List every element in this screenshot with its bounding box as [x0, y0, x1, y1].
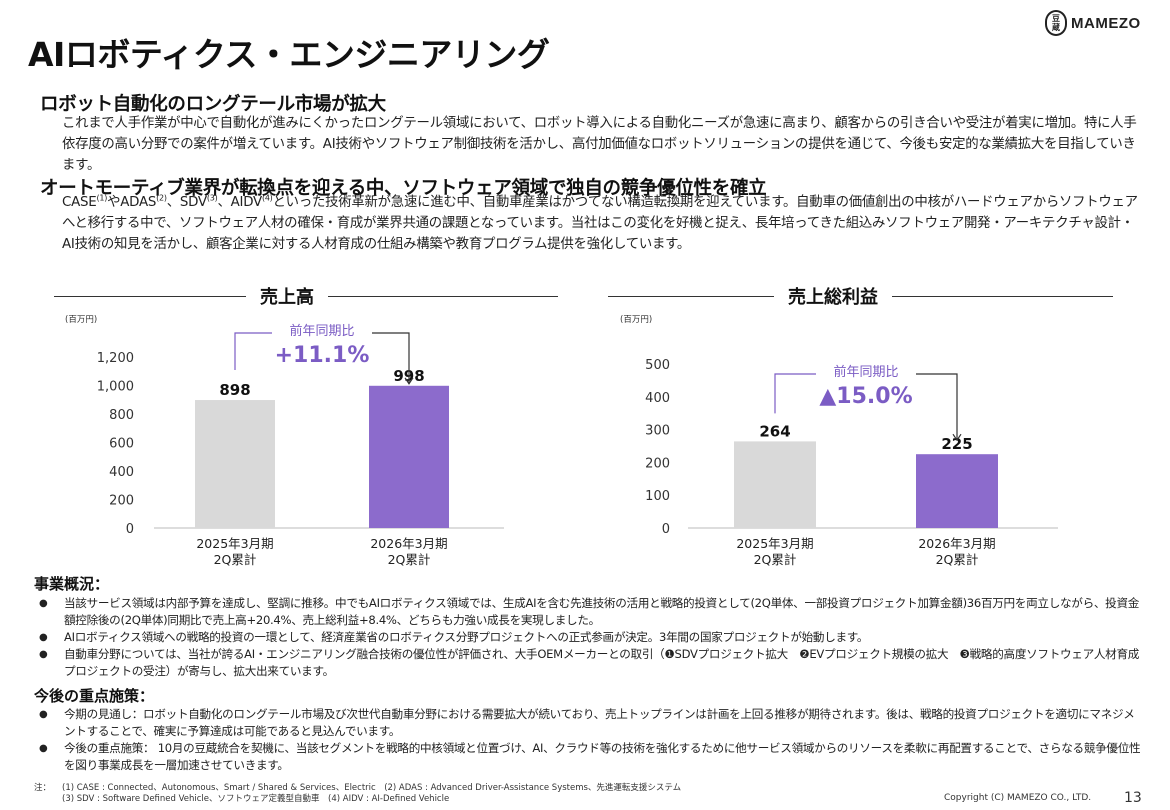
gross-profit-unit-label: (百万円)	[620, 315, 653, 325]
gross-profit-chart-header: 売上総利益	[608, 283, 1113, 309]
overview-item: 当該サービス領域は内部予算を達成し、堅調に推移。中でもAIロボティクス領域では、…	[36, 595, 1144, 629]
y-tick-label: 200	[109, 494, 134, 509]
y-tick-label: 300	[645, 424, 670, 439]
y-tick-label: 1,000	[97, 380, 134, 395]
growth-bracket-right	[916, 373, 958, 441]
growth-value: ▲15.0%	[819, 384, 912, 409]
section2-body-part1: CASE	[62, 195, 97, 210]
section2-body-part5: といった技術革新が急速に進む中、自動車産業はかつてない構造転換期を迎えています。…	[62, 195, 1138, 252]
section2-body-part3: 、SDV	[166, 195, 207, 210]
section2-body-part2: やADAS	[107, 195, 157, 210]
bar	[916, 454, 998, 528]
bar-value-label: 898	[219, 381, 250, 399]
x-tick-label: 2Q累計	[388, 552, 431, 567]
focus-list: 今期の見通し：ロボット自動化のロングテール市場及び次世代自動車分野における需要拡…	[36, 706, 1144, 774]
y-tick-label: 0	[662, 522, 670, 537]
page-title: AIロボティクス・エンジニアリング	[28, 35, 550, 74]
logo-seal: 豆 蔵	[1045, 10, 1067, 36]
y-tick-label: 1,200	[97, 351, 134, 366]
sales-unit-label: (百万円)	[65, 315, 98, 325]
footnote-ref-4: (4)	[261, 193, 273, 203]
y-tick-label: 600	[109, 437, 134, 452]
company-logo: 豆 蔵 MAMEZO	[1045, 8, 1145, 38]
growth-arrow-head	[952, 433, 962, 442]
x-tick-label: 2026年3月期	[918, 536, 995, 551]
gross-profit-chart-title: 売上総利益	[788, 287, 878, 308]
gross-profit-bar-chart: 01002003004005002642025年3月期2Q累計2252026年3…	[645, 358, 1058, 567]
focus-item: 今期の見通し：ロボット自動化のロングテール市場及び次世代自動車分野における需要拡…	[36, 706, 1144, 740]
y-tick-label: 0	[126, 522, 134, 537]
focus-item: 今後の重点施策： 10月の豆蔵統合を契機に、当該セグメントを戦略的中核領域と位置…	[36, 740, 1144, 774]
bar	[195, 400, 275, 528]
growth-bracket-left	[774, 373, 816, 414]
growth-value: +11.1%	[275, 343, 370, 368]
bar	[369, 385, 449, 528]
footnotes: 注： (1) CASE : Connected、Autonomous、Smart…	[34, 783, 681, 805]
y-tick-label: 100	[645, 489, 670, 504]
x-tick-label: 2025年3月期	[736, 536, 813, 551]
header-rule-left	[608, 295, 774, 297]
logo-text: MAMEZO	[1071, 14, 1141, 32]
y-tick-label: 800	[109, 408, 134, 423]
x-tick-label: 2Q累計	[936, 552, 979, 567]
sales-chart-title: 売上高	[260, 287, 314, 308]
footnote-ref-1: (1)	[96, 193, 108, 203]
growth-label: 前年同期比	[833, 364, 898, 380]
logo-seal-bottom: 蔵	[1052, 23, 1060, 32]
overview-item: 自動車分野については、当社が誇るAI・エンジニアリング融合技術の優位性が評価され…	[36, 646, 1144, 680]
copyright: Copyright (C) MAMEZO CO., LTD.	[944, 793, 1092, 803]
header-rule-right	[328, 295, 558, 297]
x-tick-label: 2Q累計	[754, 552, 797, 567]
section2-body: CASE(1)やADAS(2)、SDV(3)、AIDV(4)といった技術革新が急…	[62, 192, 1144, 255]
footnotes-label: 注：	[34, 783, 52, 793]
section2-heading: オートモーティブ業界が転換点を迎える中、ソフトウェア領域で独自の競争優位性を確立	[40, 178, 767, 199]
sales-bar-chart: 02004006008001,0001,2008982025年3月期2Q累計99…	[97, 323, 504, 567]
header-rule-left	[54, 295, 246, 297]
section1-heading: ロボット自動化のロングテール市場が拡大	[40, 94, 386, 115]
x-tick-label: 2026年3月期	[370, 536, 447, 551]
logo-seal-top: 豆	[1052, 14, 1060, 23]
growth-bracket-left	[234, 332, 272, 371]
growth-arrow-head	[404, 377, 414, 385]
section2-body-part4: 、AIDV	[217, 195, 262, 210]
growth-label: 前年同期比	[289, 323, 354, 339]
bar-value-label: 264	[759, 422, 790, 440]
growth-bracket-right	[372, 332, 410, 384]
y-tick-label: 400	[109, 465, 134, 480]
y-tick-label: 500	[645, 358, 670, 373]
sales-chart-header: 売上高	[54, 283, 558, 309]
y-tick-label: 400	[645, 391, 670, 406]
focus-heading: 今後の重点施策：	[34, 687, 155, 705]
bar-value-label: 225	[941, 435, 972, 453]
section1-body: これまで人手作業が中心で自動化が進みにくかったロングテール領域において、ロボット…	[62, 116, 1137, 173]
header-rule-right	[892, 295, 1113, 297]
footnote-line: (3) SDV : Software Defined Vehicle、ソフトウェ…	[62, 794, 450, 804]
x-tick-label: 2025年3月期	[196, 536, 273, 551]
footnote-line: (1) CASE : Connected、Autonomous、Smart / …	[62, 783, 682, 793]
overview-heading: 事業概況：	[34, 575, 110, 593]
footnote-ref-2: (2)	[156, 193, 167, 203]
overview-item: AIロボティクス領域への戦略的投資の一環として、経済産業省のロボティクス分野プロ…	[36, 629, 1144, 646]
y-tick-label: 200	[645, 456, 670, 471]
page-number: 13	[1124, 790, 1142, 806]
overview-list: 当該サービス領域は内部予算を達成し、堅調に推移。中でもAIロボティクス領域では、…	[36, 595, 1144, 680]
bar	[734, 441, 816, 528]
footnote-ref-3: (3)	[206, 193, 218, 203]
x-tick-label: 2Q累計	[214, 552, 257, 567]
